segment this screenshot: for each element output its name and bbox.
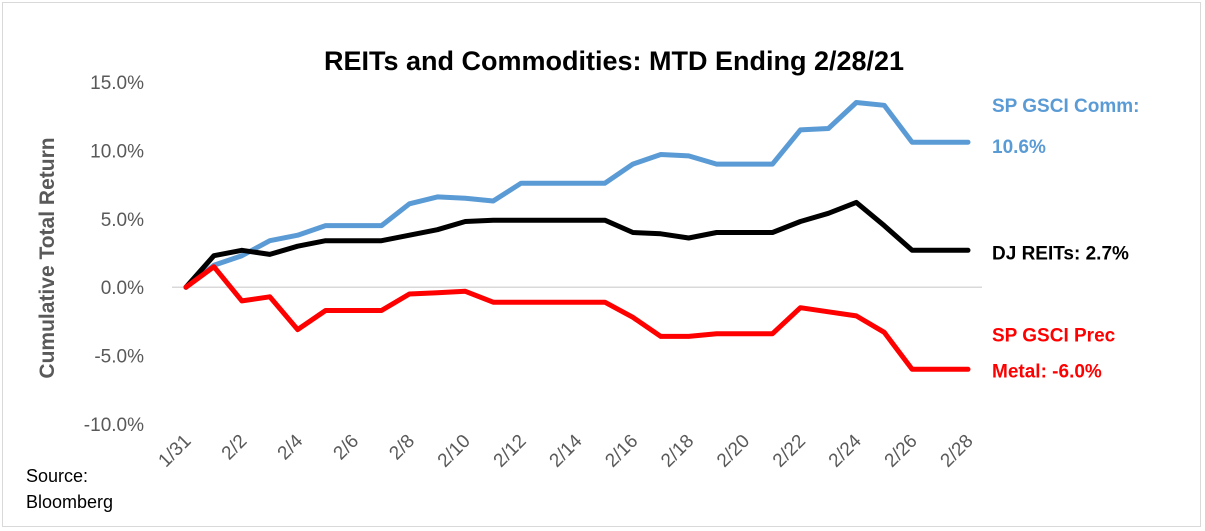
series-label-sp-gsci-prec-metal: Metal: -6.0% [992,361,1102,382]
x-tick-label: 2/8 [385,431,419,465]
series-group [183,100,971,372]
x-tick-label: 2/26 [881,431,922,472]
x-tick-label: 2/6 [330,431,364,465]
source-line-1: Source: [26,466,88,486]
x-tick-label: 2/4 [274,430,308,464]
series-label-dj-reits: DJ REITs: 2.7% [992,243,1129,264]
series-labels: SP GSCI Comm: 10.6% DJ REITs: 2.7% SP GSCI … [992,96,1139,382]
series-line-sp-gsci-prec-metal [183,264,971,372]
x-tick-label: 2/28 [937,431,978,472]
series-label-sp-gsci-prec-metal: SP GSCI Prec [992,325,1116,346]
series-line-dj-reits [183,199,971,290]
chart-title: REITs and Commodities: MTD Ending 2/28/2… [324,46,904,76]
x-tick-label: 2/20 [713,431,754,472]
y-axis-ticks: -10.0% -5.0% 0.0% 5.0% 10.0% 15.0% [84,73,144,436]
y-tick-label: 15.0% [90,73,144,94]
series-line-sp-gsci-comm [183,100,971,290]
y-tick-label: 5.0% [101,210,144,231]
y-tick-label: -5.0% [94,347,144,368]
x-tick-label: 2/24 [825,430,866,471]
x-tick-label: 2/12 [490,431,531,472]
x-tick-label: 1/31 [155,431,196,472]
source-label: Source: Bloomberg [26,466,113,512]
x-tick-label: 2/18 [657,431,698,472]
x-tick-label: 2/2 [218,431,252,465]
y-tick-label: 10.0% [90,141,144,162]
y-axis-label: Cumulative Total Return [36,137,59,378]
x-tick-label: 2/14 [546,430,587,471]
x-axis-ticks: 1/31 2/2 2/4 2/6 2/8 2/10 2/12 2/14 2/16 2/18 2/20… [155,430,978,471]
x-tick-label: 2/22 [769,431,810,472]
source-line-2: Bloomberg [26,492,113,512]
x-tick-label: 2/10 [434,431,475,472]
series-label-sp-gsci-comm: 10.6% [992,137,1046,158]
series-label-sp-gsci-comm: SP GSCI Comm: [992,96,1139,117]
x-tick-label: 2/16 [601,431,642,472]
y-tick-label: 0.0% [101,278,144,299]
y-tick-label: -10.0% [84,415,144,436]
